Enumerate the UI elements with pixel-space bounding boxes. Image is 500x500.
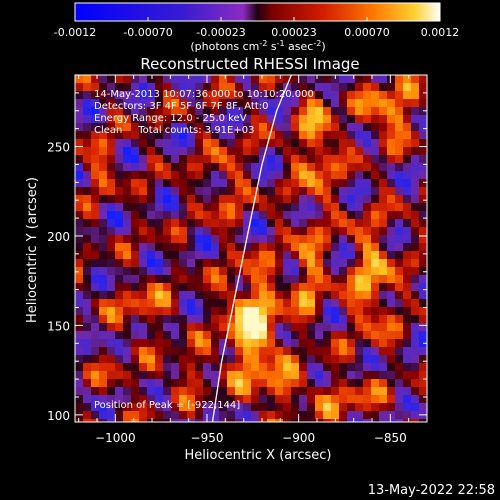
colorbar-units: (photons cm-2 s-1 asec-2): [190, 39, 325, 53]
y-tick-label: 100: [47, 409, 70, 423]
x-tick-label: −950: [191, 431, 224, 445]
colorbar-tick-label: -0.00023: [196, 26, 245, 39]
x-tick-label: −1000: [95, 431, 136, 445]
x-tick-label: −850: [374, 431, 407, 445]
colorbar-tick-label: 0.00070: [344, 26, 390, 39]
footer-timestamp: 13-May-2022 22:58: [368, 483, 495, 498]
y-tick-label: 150: [47, 319, 70, 333]
colorbar-tick-label: -0.0012: [54, 26, 96, 39]
plot-frame: [74, 74, 428, 423]
colorbar-tick-label: 0.0012: [421, 26, 460, 39]
y-tick-label: 250: [47, 141, 70, 155]
colorbar-tick-label: 0.00023: [271, 26, 317, 39]
heatmap-image: [75, 75, 427, 422]
chart-title: Reconstructed RHESSI Image: [140, 55, 359, 73]
peak-position-label: Position of Peak = [-922,144]: [94, 400, 240, 411]
colorbar: [74, 2, 441, 22]
annotation-clean: Clean Total counts: 3.91E+03: [94, 125, 254, 136]
x-tick-label: −900: [282, 431, 315, 445]
annotation-detectors: Detectors: 3F 4F 5F 6F 7F 8F, Att:0: [94, 101, 269, 112]
annotation-time: 14-May-2013 10:07:36.000 to 10:10:20.000: [94, 89, 314, 100]
colorbar-tick-label: -0.00070: [123, 26, 172, 39]
y-tick-label: 200: [47, 230, 70, 244]
y-axis-label: Heliocentric Y (arcsec): [25, 177, 40, 323]
solar-limb-curve: [211, 75, 292, 422]
x-axis-label: Heliocentric X (arcsec): [185, 448, 332, 463]
axis-ticks: −1000 −950 −900 −850 100 150 200 250: [47, 74, 428, 445]
annotation-block: 14-May-2013 10:07:36.000 to 10:10:20.000…: [94, 89, 314, 136]
colorbar-ticks: -0.0012 -0.00070 -0.00023 0.00023 0.00070 0.0…: [54, 17, 459, 39]
annotation-energy: Energy Range: 12.0 - 25.0 keV: [94, 113, 247, 124]
